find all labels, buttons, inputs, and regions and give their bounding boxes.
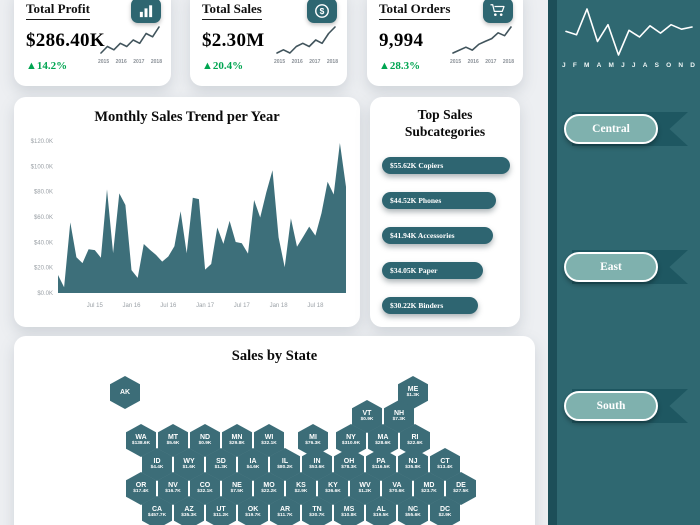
year-label: 2015 bbox=[450, 59, 462, 65]
year-label: 2017 bbox=[133, 59, 145, 65]
dollar-coin-icon: $ bbox=[307, 0, 337, 23]
state-hex-map: AK ME $1.3K VT $0.9K NH $7.3K WA $138.6K MT $5.6K N… bbox=[14, 336, 535, 525]
kpi-value: 9,994 bbox=[379, 30, 424, 51]
year-label: 2015 bbox=[98, 59, 110, 65]
shopping-cart-icon bbox=[483, 0, 513, 23]
sales-by-state-card: Sales by State AK ME $1.3K VT $0.9K NH $7.3K WA… bbox=[14, 336, 535, 525]
kpi-card-total-sales: Total Sales $ $2.30M ▲20.4% 2015 2016 2017… bbox=[190, 0, 347, 86]
svg-text:$80.0K: $80.0K bbox=[34, 190, 53, 196]
svg-text:Jul 18: Jul 18 bbox=[307, 303, 324, 309]
monthly-sales-area-chart[interactable]: $0.0K $20.0K $40.0K $60.0K $80.0K $100.0K $120… bbox=[20, 129, 354, 319]
year-label: 2016 bbox=[115, 59, 127, 65]
month-label: S bbox=[654, 62, 659, 69]
svg-text:Jan 17: Jan 17 bbox=[196, 303, 215, 309]
chart-title: Sales by State bbox=[231, 348, 318, 364]
month-label: D bbox=[690, 62, 695, 69]
year-label: 2016 bbox=[467, 59, 479, 65]
sidebar-sparkline bbox=[565, 8, 693, 56]
region-button-south[interactable]: South bbox=[564, 389, 688, 423]
kpi-card-total-orders: Total Orders 9,994 ▲28.3% 2015 2016 2017 20… bbox=[367, 0, 523, 86]
month-label: J bbox=[621, 62, 625, 69]
region-button-label: Central bbox=[564, 114, 658, 144]
svg-text:$0.0K: $0.0K bbox=[37, 291, 53, 297]
subcategory-bar-copiers[interactable]: $55.62K Copiers bbox=[382, 156, 510, 174]
kpi-year-labels: 2015 2016 2017 2018 bbox=[98, 59, 162, 65]
top-subcategories-card: Top Sales Subcategories $55.62K Copiers $… bbox=[370, 97, 520, 327]
svg-text:$120.0K: $120.0K bbox=[31, 139, 53, 145]
kpi-delta: ▲28.3% bbox=[379, 60, 511, 72]
kpi-value: $286.40K bbox=[26, 30, 105, 51]
kpi-value: $2.30M bbox=[202, 30, 265, 51]
svg-text:Jan 16: Jan 16 bbox=[122, 303, 141, 309]
subcategory-bar-list: $55.62K Copiers $44.52K Phones $41.94K Acc… bbox=[382, 156, 510, 314]
kpi-sparkline bbox=[452, 26, 512, 54]
month-label: M bbox=[608, 62, 614, 69]
kpi-year-labels: 2015 2016 2017 2018 bbox=[450, 59, 514, 65]
svg-text:$20.0K: $20.0K bbox=[34, 266, 53, 272]
up-arrow-icon: ▲ bbox=[26, 60, 37, 72]
subcategory-bar-paper[interactable]: $34.05K Paper bbox=[382, 261, 484, 279]
kpi-card-total-profit: Total Profit $286.40K ▲14.2% 2015 2016 201… bbox=[14, 0, 171, 86]
year-label: 2017 bbox=[309, 59, 321, 65]
month-label: A bbox=[642, 62, 648, 69]
kpi-sparkline bbox=[276, 26, 336, 54]
state-tile-NY[interactable]: NY $310.9K bbox=[336, 424, 366, 457]
month-label: M bbox=[583, 62, 590, 69]
region-button-label: South bbox=[564, 391, 658, 421]
kpi-title: Total Sales bbox=[202, 1, 262, 20]
up-arrow-icon: ▲ bbox=[379, 60, 390, 72]
year-label: 2018 bbox=[150, 59, 162, 65]
year-label: 2016 bbox=[291, 59, 303, 65]
svg-text:$60.0K: $60.0K bbox=[34, 215, 53, 221]
month-label: J bbox=[631, 62, 636, 69]
bar-chart-icon bbox=[131, 0, 161, 23]
month-label: J bbox=[562, 62, 566, 69]
chart-title-line1: Top Sales bbox=[417, 107, 473, 122]
subcategory-bar-phones[interactable]: $44.52K Phones bbox=[382, 191, 497, 209]
region-button-east[interactable]: East bbox=[564, 250, 688, 284]
kpi-sparkline bbox=[100, 26, 160, 54]
month-label: F bbox=[572, 62, 577, 69]
kpi-delta: ▲14.2% bbox=[26, 60, 159, 72]
kpi-delta-value: 20.4% bbox=[212, 60, 244, 72]
year-label: 2018 bbox=[326, 59, 338, 65]
kpi-delta-value: 14.2% bbox=[36, 60, 68, 72]
year-label: 2017 bbox=[485, 59, 497, 65]
svg-text:Jan 18: Jan 18 bbox=[270, 303, 289, 309]
svg-text:Jul 15: Jul 15 bbox=[87, 303, 104, 309]
region-button-label: East bbox=[564, 252, 658, 282]
state-tile-WA[interactable]: WA $138.6K bbox=[126, 424, 156, 457]
svg-text:$: $ bbox=[320, 6, 325, 16]
subcategory-bar-accessories[interactable]: $41.94K Accessories bbox=[382, 226, 493, 244]
kpi-title: Total Orders bbox=[379, 1, 451, 20]
year-label: 2015 bbox=[274, 59, 286, 65]
kpi-title: Total Profit bbox=[26, 1, 90, 20]
svg-text:Jul 17: Jul 17 bbox=[234, 303, 251, 309]
year-label: 2018 bbox=[502, 59, 514, 65]
kpi-delta-value: 28.3% bbox=[389, 60, 421, 72]
chart-title: Top Sales Subcategories bbox=[370, 107, 520, 141]
monthly-sales-trend-card: Monthly Sales Trend per Year $0.0K $20.0K… bbox=[14, 97, 360, 327]
svg-text:$100.0K: $100.0K bbox=[31, 164, 53, 170]
subcategory-bar-binders[interactable]: $30.22K Binders bbox=[382, 296, 479, 314]
month-label: N bbox=[678, 62, 684, 69]
kpi-delta: ▲20.4% bbox=[202, 60, 335, 72]
region-button-central[interactable]: Central bbox=[564, 112, 688, 146]
state-tile-AK[interactable]: AK bbox=[110, 376, 140, 409]
kpi-year-labels: 2015 2016 2017 2018 bbox=[274, 59, 338, 65]
svg-text:$40.0K: $40.0K bbox=[34, 240, 53, 246]
svg-text:Jul 16: Jul 16 bbox=[160, 303, 177, 309]
month-label: A bbox=[596, 62, 602, 69]
chart-title-line2: Subcategories bbox=[404, 123, 486, 139]
chart-title: Monthly Sales Trend per Year bbox=[94, 109, 280, 125]
month-label: O bbox=[666, 62, 672, 69]
sidebar-left-strip bbox=[548, 0, 557, 525]
up-arrow-icon: ▲ bbox=[202, 60, 213, 72]
